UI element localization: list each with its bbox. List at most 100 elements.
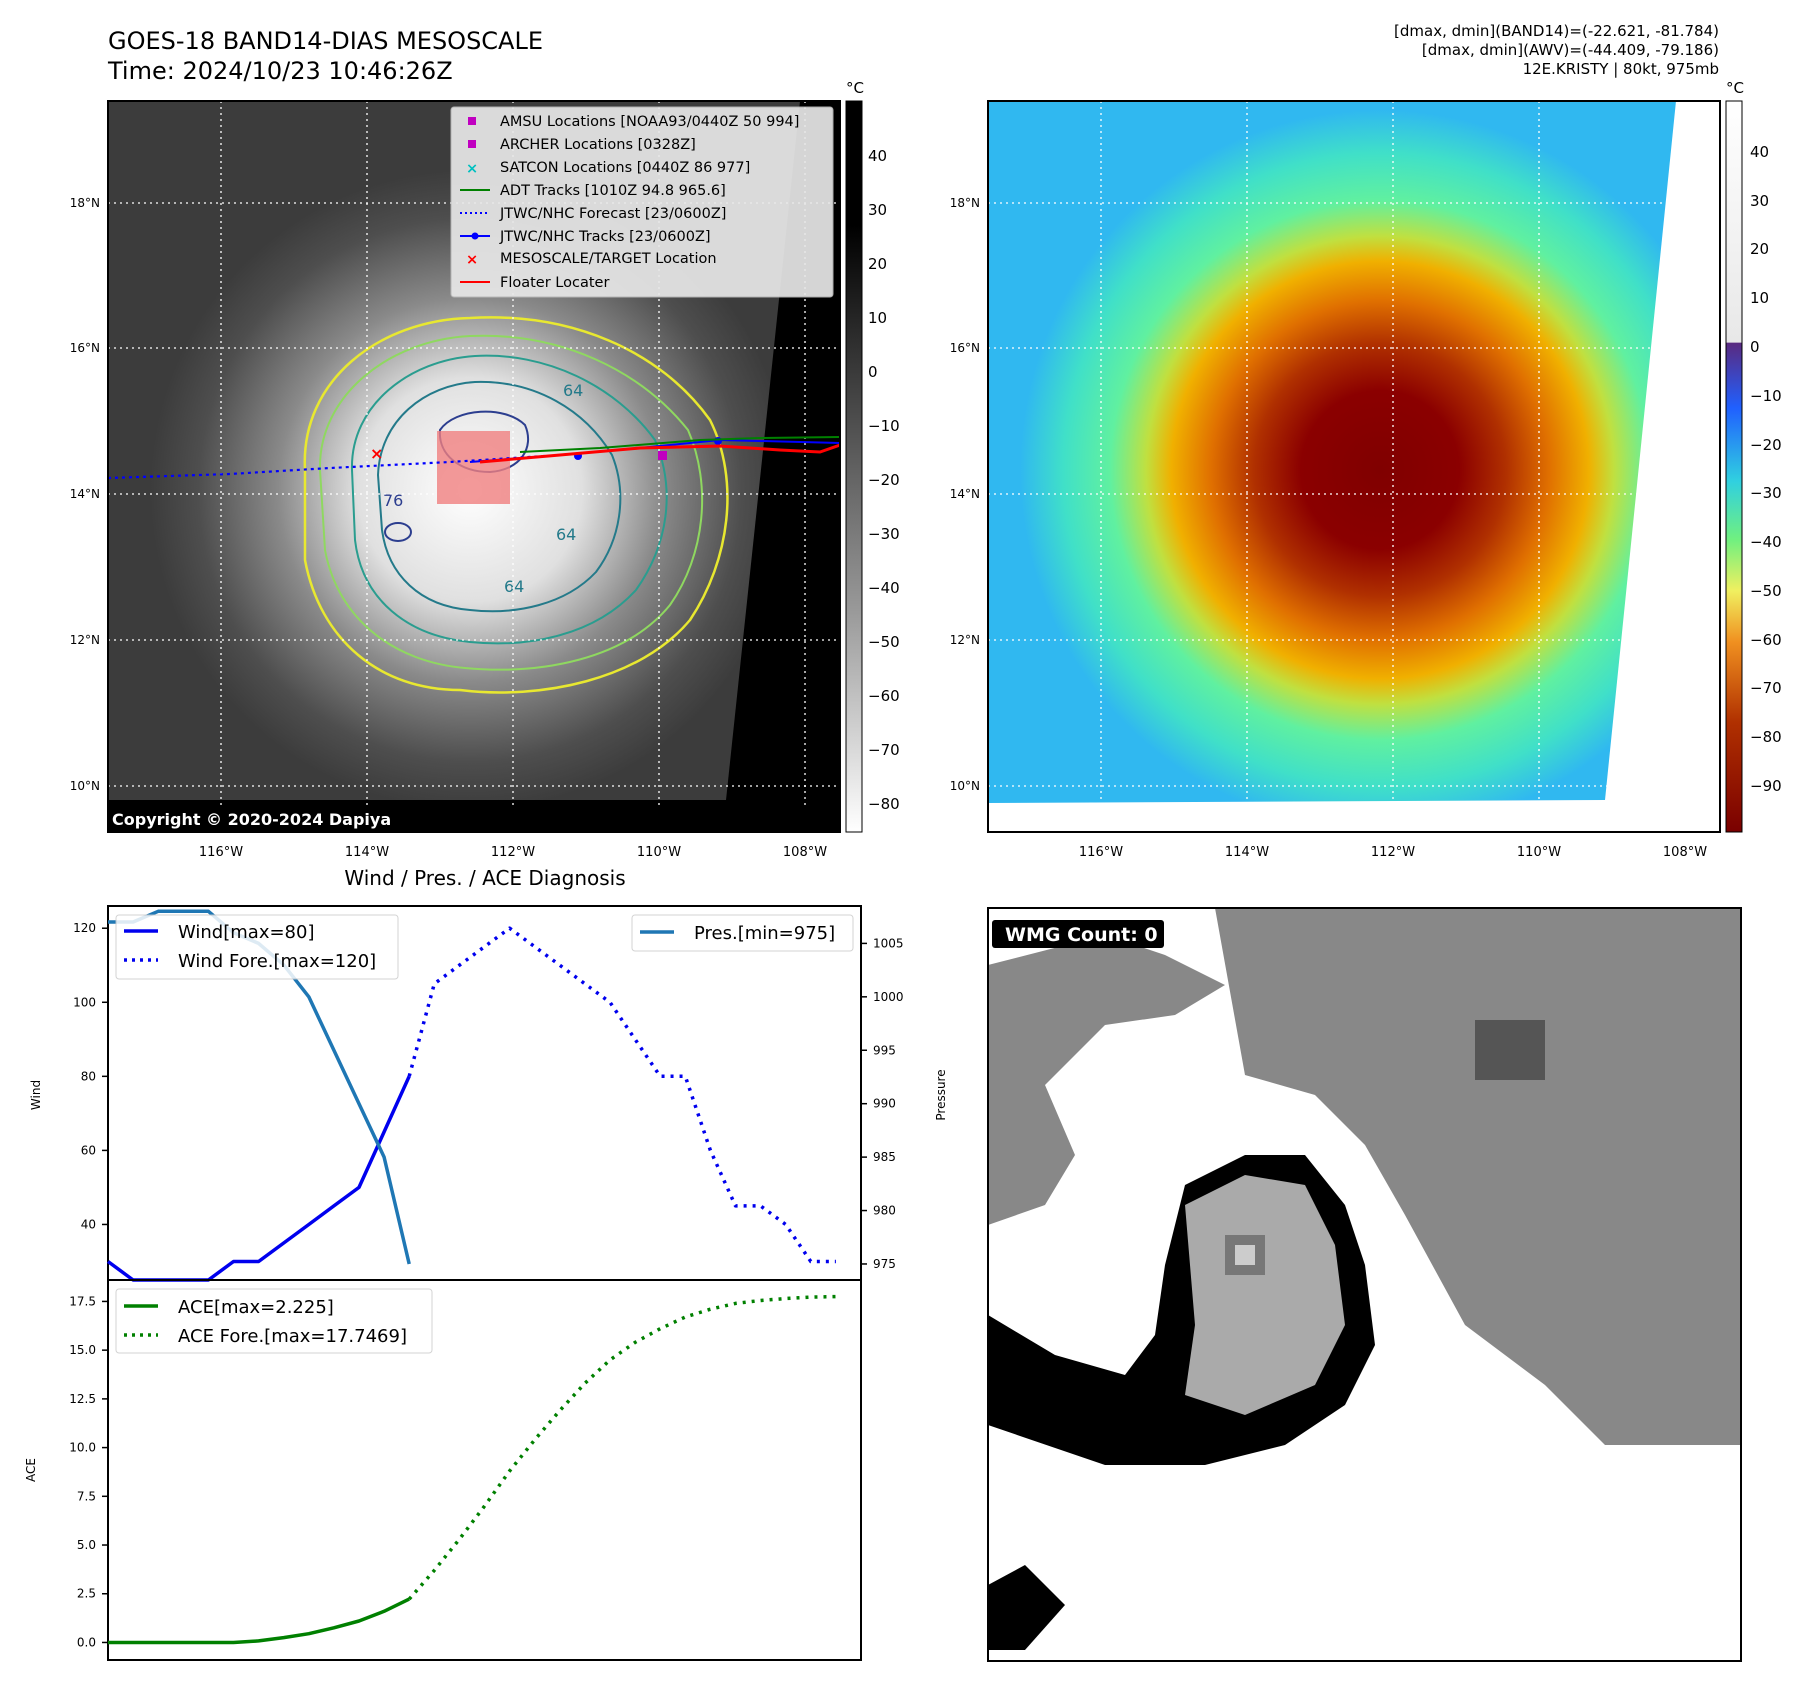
lon-label-108w: 108°W	[783, 845, 827, 860]
band14-tick: 40	[868, 147, 887, 165]
contour-green	[318, 334, 704, 671]
series-line-ace-max	[108, 1597, 410, 1645]
lat-label-14n: 14°N	[70, 487, 100, 501]
title-line-2: Time: 2024/10/23 10:46:26Z	[108, 57, 453, 85]
lat-label-14n: 14°N	[950, 487, 980, 501]
pressure-legend-label: Pres.[min=975]	[694, 923, 835, 944]
awv-colorbar	[1725, 100, 1743, 833]
y-tick-label: 60	[81, 1143, 96, 1157]
y-tick-label: 0.0	[77, 1635, 96, 1649]
track-legend: AMSU Locations [NOAA93/0440Z 50 994] ARC…	[450, 106, 834, 298]
band14-tick: −40	[868, 579, 900, 597]
y-tick-label: 40	[81, 1217, 96, 1231]
awv-imagery	[988, 101, 1676, 803]
band14-tick: 20	[868, 255, 887, 273]
ace-axes-frame	[107, 1279, 862, 1661]
lat-label-18n: 18°N	[70, 196, 100, 210]
right-map-grid	[988, 101, 1720, 832]
band14-tick: −80	[868, 795, 900, 813]
awv-tick: 0	[1750, 338, 1760, 356]
satcon-legend-icon: ×	[466, 161, 478, 177]
track-point	[714, 437, 722, 445]
band14-tick: −70	[868, 741, 900, 759]
y-tick-label: 5.0	[77, 1538, 96, 1552]
awv-tick: 20	[1750, 240, 1769, 258]
lat-label-10n: 10°N	[950, 779, 980, 793]
wmg-eye-center	[1235, 1245, 1255, 1265]
band14-colorbar	[845, 100, 863, 833]
y2-tick-label: 975	[873, 1257, 896, 1271]
amsu-legend-icon	[468, 117, 476, 125]
legend-adt: ADT Tracks [1010Z 94.8 965.6]	[500, 183, 726, 199]
lat-label-12n: 12°N	[950, 633, 980, 647]
awv-tick: −90	[1750, 777, 1782, 795]
awv-tick: −20	[1750, 436, 1782, 454]
series-line-ace-fore-max	[407, 1294, 836, 1601]
contour-label-2: 76	[383, 491, 403, 510]
wmg-black-corner	[988, 1565, 1065, 1650]
lat-label-12n: 12°N	[70, 633, 100, 647]
contour-label-4: 64	[504, 577, 524, 596]
contour-cyan	[376, 380, 622, 613]
y-tick-label: 2.5	[77, 1587, 96, 1601]
legend-tracks: JTWC/NHC Tracks [23/0600Z]	[499, 229, 711, 245]
wind-fore-legend-label: Wind Fore.[max=120]	[178, 951, 376, 972]
info-line-3: 12E.KRISTY | 80kt, 975mb	[1522, 60, 1719, 78]
y2-tick-label: 1000	[873, 990, 904, 1004]
awv-tick: −80	[1750, 728, 1782, 746]
diagnosis-chart: Wind / Pres. / ACE Diagnosis 40 60 80 100 12…	[24, 866, 948, 1661]
y2-tick-label: 990	[873, 1097, 896, 1111]
lon-label-116w: 116°W	[1079, 845, 1123, 860]
awv-map-panel: 18°N 16°N 14°N 12°N 10°N 116°W 114°W 112…	[950, 80, 1782, 860]
y-tick-label: 10.0	[69, 1441, 96, 1455]
amsu-marker	[658, 451, 667, 460]
legend-amsu: AMSU Locations [NOAA93/0440Z 50 994]	[500, 114, 799, 130]
y-tick-label: 80	[81, 1069, 96, 1083]
y-tick-label: 7.5	[77, 1489, 96, 1503]
lon-label-116w: 116°W	[199, 845, 243, 860]
info-line-2: [dmax, dmin](AWV)=(-44.409, -79.186)	[1421, 41, 1719, 59]
y2-tick-label: 995	[873, 1043, 896, 1057]
y2-tick-label: 985	[873, 1150, 896, 1164]
lon-label-112w: 112°W	[491, 845, 535, 860]
pressure-legend: Pres.[min=975]	[631, 914, 854, 952]
lon-label-108w: 108°W	[1663, 845, 1707, 860]
series-line-wind-max	[106, 1075, 411, 1282]
adt-track-line	[519, 436, 840, 453]
awv-tick: −60	[1750, 631, 1782, 649]
y-tick-label: 12.5	[69, 1392, 96, 1406]
legend-archer: ARCHER Locations [0328Z]	[500, 137, 696, 153]
lat-label-16n: 16°N	[950, 341, 980, 355]
copyright-bar	[108, 806, 840, 832]
y2-tick-label: 1005	[873, 936, 904, 950]
mesoscale-target-box	[437, 431, 510, 504]
contour-label-1: 64	[563, 381, 583, 400]
wmg-panel: WMG Count: 0	[987, 907, 1742, 1662]
figure-title: GOES-18 BAND14-DIAS MESOSCALE Time: 2024…	[108, 26, 543, 86]
lon-label-114w: 114°W	[345, 845, 389, 860]
pressure-axis-label: Pressure	[934, 1069, 948, 1120]
diagnosis-title: Wind / Pres. / ACE Diagnosis	[344, 866, 625, 890]
wind-legend-label: Wind[max=80]	[178, 922, 315, 943]
contour-teal	[350, 354, 668, 645]
y-tick-label: 15.0	[69, 1343, 96, 1357]
awv-tick: −30	[1750, 484, 1782, 502]
band14-colorbar-unit: °C	[846, 80, 864, 97]
awv-tick: 30	[1750, 192, 1769, 210]
lon-label-110w: 110°W	[637, 845, 681, 860]
band14-map-panel: 64 76 64 64 × Copyright © 2020-2024 Dapi…	[70, 80, 900, 860]
left-map-frame	[107, 100, 841, 833]
wmg-count-label: WMG Count: 0	[1005, 924, 1158, 946]
contour-label-3: 64	[556, 525, 576, 544]
info-line-1: [dmax, dmin](BAND14)=(-22.621, -81.784)	[1394, 22, 1719, 40]
floater-track-line	[479, 443, 840, 464]
y-tick-label: 100	[73, 995, 96, 1009]
wmg-frame	[987, 907, 1742, 1662]
ace-axis-label: ACE	[24, 1458, 38, 1482]
band14-tick: −10	[868, 417, 900, 435]
wmg-gray-left	[988, 935, 1225, 1225]
info-block: [dmax, dmin](BAND14)=(-22.621, -81.784) …	[1199, 22, 1719, 79]
awv-tick: 10	[1750, 289, 1769, 307]
band14-tick: 30	[868, 201, 887, 219]
forecast-track-line	[108, 446, 641, 480]
